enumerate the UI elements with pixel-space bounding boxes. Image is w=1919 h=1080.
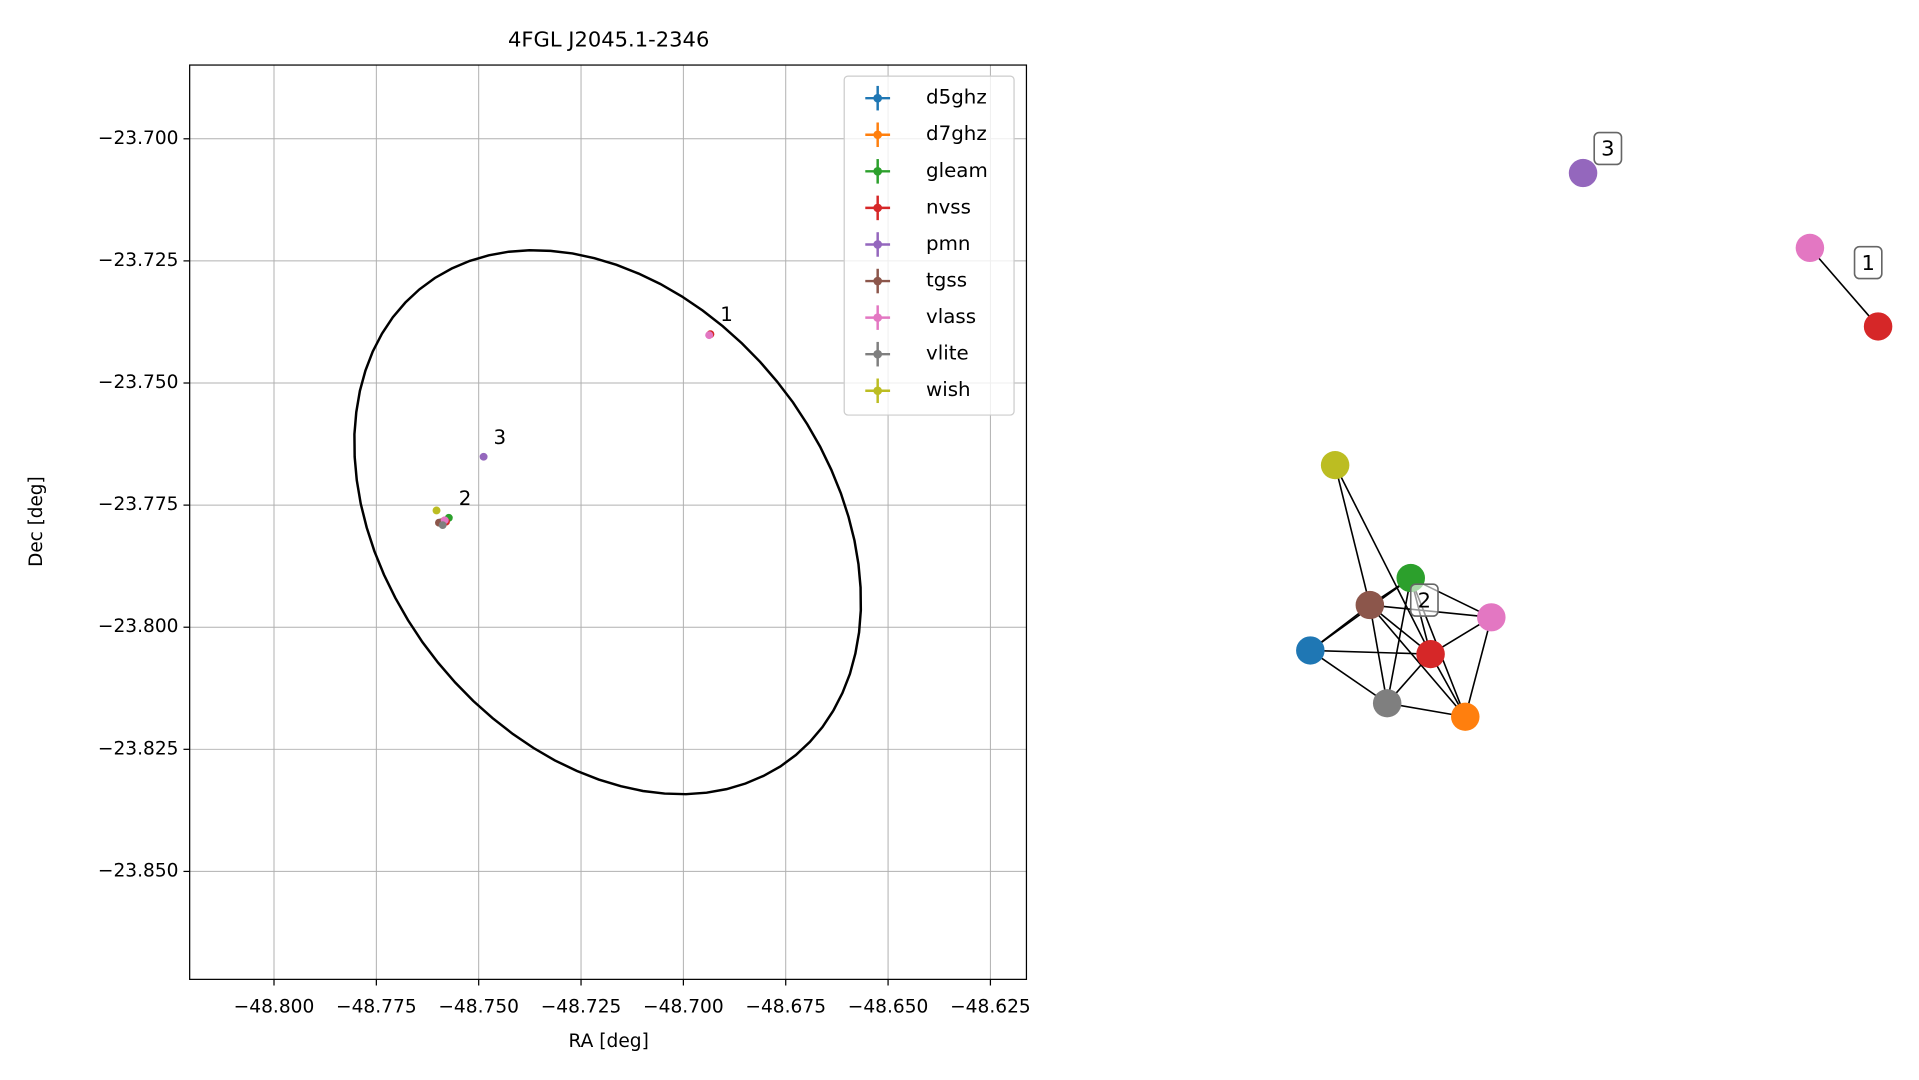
legend-marker — [873, 93, 883, 103]
x-tick-label: −48.625 — [950, 997, 1031, 1018]
error-ellipse — [353, 249, 863, 796]
legend-label: wish — [926, 378, 971, 401]
graph-node — [1320, 451, 1350, 480]
graph-node — [1372, 689, 1402, 718]
legend-marker — [873, 130, 883, 140]
legend-marker — [873, 167, 883, 176]
legend-label: vlass — [926, 305, 976, 328]
data-point — [479, 452, 488, 461]
legend-marker — [873, 386, 883, 396]
y-tick-label: −23.800 — [98, 616, 179, 637]
legend-marker — [873, 313, 883, 322]
plot-frame — [189, 64, 1028, 980]
y-axis-label: Dec [deg] — [26, 476, 47, 567]
graph-node — [1355, 590, 1385, 620]
legend-marker — [873, 276, 883, 286]
y-tick-label: −23.750 — [98, 372, 179, 393]
x-tick-label: −48.675 — [745, 997, 826, 1018]
graph-edge — [1334, 464, 1432, 655]
legend-label: d7ghz — [926, 122, 987, 145]
group-label-box — [1593, 131, 1623, 166]
graph-edge — [1309, 649, 1388, 704]
graph-node — [1451, 702, 1480, 731]
group-label-box — [1409, 583, 1439, 617]
x-axis-label: RA [deg] — [568, 1031, 648, 1052]
x-tick-label: −48.700 — [643, 997, 724, 1018]
graph-node — [1795, 233, 1825, 263]
graph-node — [1863, 312, 1893, 341]
annotation: 3 — [494, 426, 507, 449]
legend-label: tgss — [926, 269, 967, 292]
graph-edge — [1310, 649, 1431, 655]
x-tick-label: −48.650 — [848, 997, 929, 1018]
graph-edge — [1369, 604, 1388, 704]
chart-title: 4FGL J2045.1-2346 — [508, 28, 709, 52]
graph-edge — [1809, 247, 1879, 327]
graph-edge — [1334, 464, 1371, 606]
x-tick-label: −48.725 — [541, 997, 622, 1018]
group-label: 1 — [1861, 251, 1874, 275]
x-tick-label: −48.750 — [438, 997, 519, 1018]
data-point — [432, 506, 441, 515]
legend-marker — [873, 240, 883, 249]
legend-label: nvss — [926, 195, 971, 218]
graph-edge — [1464, 617, 1493, 717]
graph-node — [1477, 603, 1506, 632]
graph-node — [1568, 158, 1598, 188]
annotation: 2 — [459, 487, 472, 510]
group-label: 2 — [1418, 588, 1431, 612]
y-tick-label: −23.850 — [98, 860, 179, 881]
group-label-box — [1853, 245, 1883, 280]
y-tick-label: −23.825 — [98, 738, 179, 759]
y-tick-label: −23.775 — [98, 494, 179, 515]
x-tick-label: −48.800 — [234, 997, 315, 1018]
legend-frame — [843, 75, 1015, 416]
group-label: 3 — [1601, 137, 1614, 161]
y-tick-label: −23.725 — [98, 250, 179, 271]
legend-marker — [873, 349, 883, 359]
legend: d5ghz d7ghz gleam nvss pmn tgss vlass vlite wish — [843, 75, 1015, 416]
graph-node — [1296, 636, 1325, 665]
legend-label: gleam — [926, 159, 988, 182]
y-tick-label: −23.700 — [98, 128, 179, 149]
data-point — [438, 521, 447, 530]
graph-edge — [1369, 604, 1466, 718]
x-tick-label: −48.775 — [336, 997, 417, 1018]
legend-label: pmn — [926, 232, 970, 255]
graph-edge — [1386, 577, 1412, 704]
legend-label: d5ghz — [926, 86, 987, 109]
legend-marker — [873, 203, 883, 213]
legend-label: vlite — [926, 342, 969, 365]
annotation: 1 — [720, 303, 733, 326]
graph-node — [1416, 640, 1445, 669]
data-point — [705, 331, 714, 340]
